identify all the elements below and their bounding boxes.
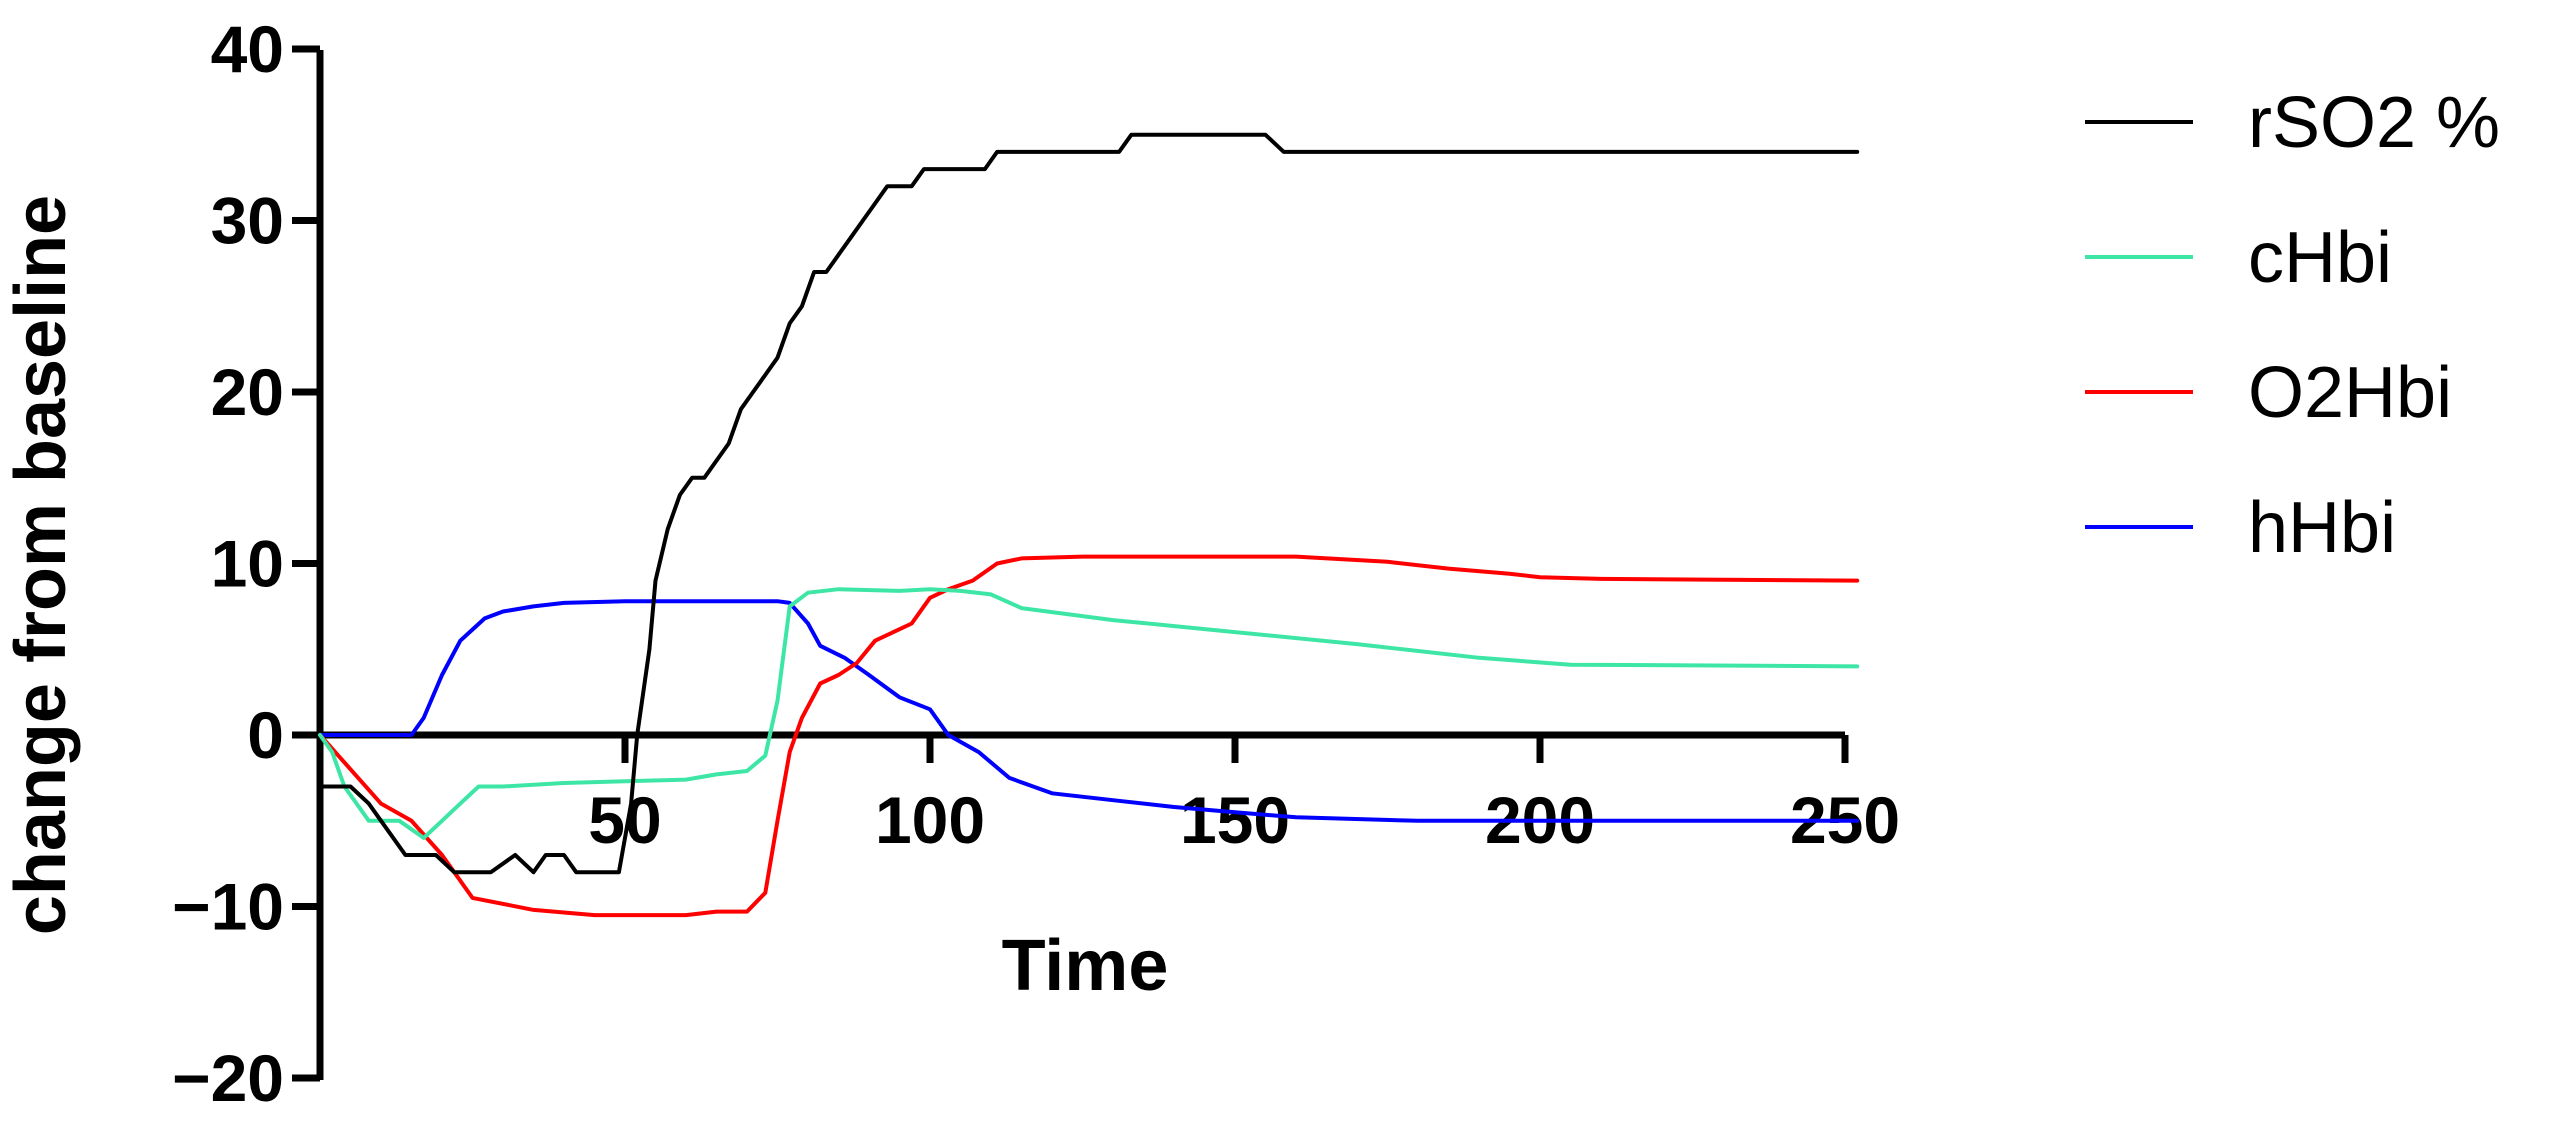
y-tick-label: 10 — [211, 527, 284, 601]
x-axis-title: Time — [1002, 926, 1169, 1006]
legend-label-o2hbi: O2Hbi — [2248, 353, 2452, 433]
series-line-chbi — [318, 587, 1860, 840]
series-line-o2hbi — [318, 554, 1860, 918]
y-tick-label: −10 — [172, 870, 284, 944]
axes: change from baseline Time — [1, 50, 1845, 1080]
y-axis-title: change from baseline — [1, 195, 81, 935]
y-tick-label: 40 — [211, 12, 284, 86]
series-line-rso2 — [318, 132, 1860, 875]
y-tick-label: 20 — [211, 355, 284, 429]
legend-label-chbi: cHbi — [2248, 218, 2392, 298]
legend-label-hhbi: hHbi — [2248, 488, 2396, 568]
x-tick-label: 100 — [875, 783, 985, 857]
series-line-hhbi — [318, 599, 1860, 823]
legend-label-rso2: rSO2 % — [2248, 83, 2500, 163]
y-tick-label: 0 — [247, 698, 284, 772]
x-tick-label: 150 — [1180, 783, 1290, 857]
series-lines — [318, 132, 1860, 918]
legend: rSO2 % cHbi O2Hbi hHbi — [2085, 83, 2500, 568]
y-tick-label: 30 — [211, 184, 284, 258]
y-tick-label: −20 — [172, 1041, 284, 1115]
